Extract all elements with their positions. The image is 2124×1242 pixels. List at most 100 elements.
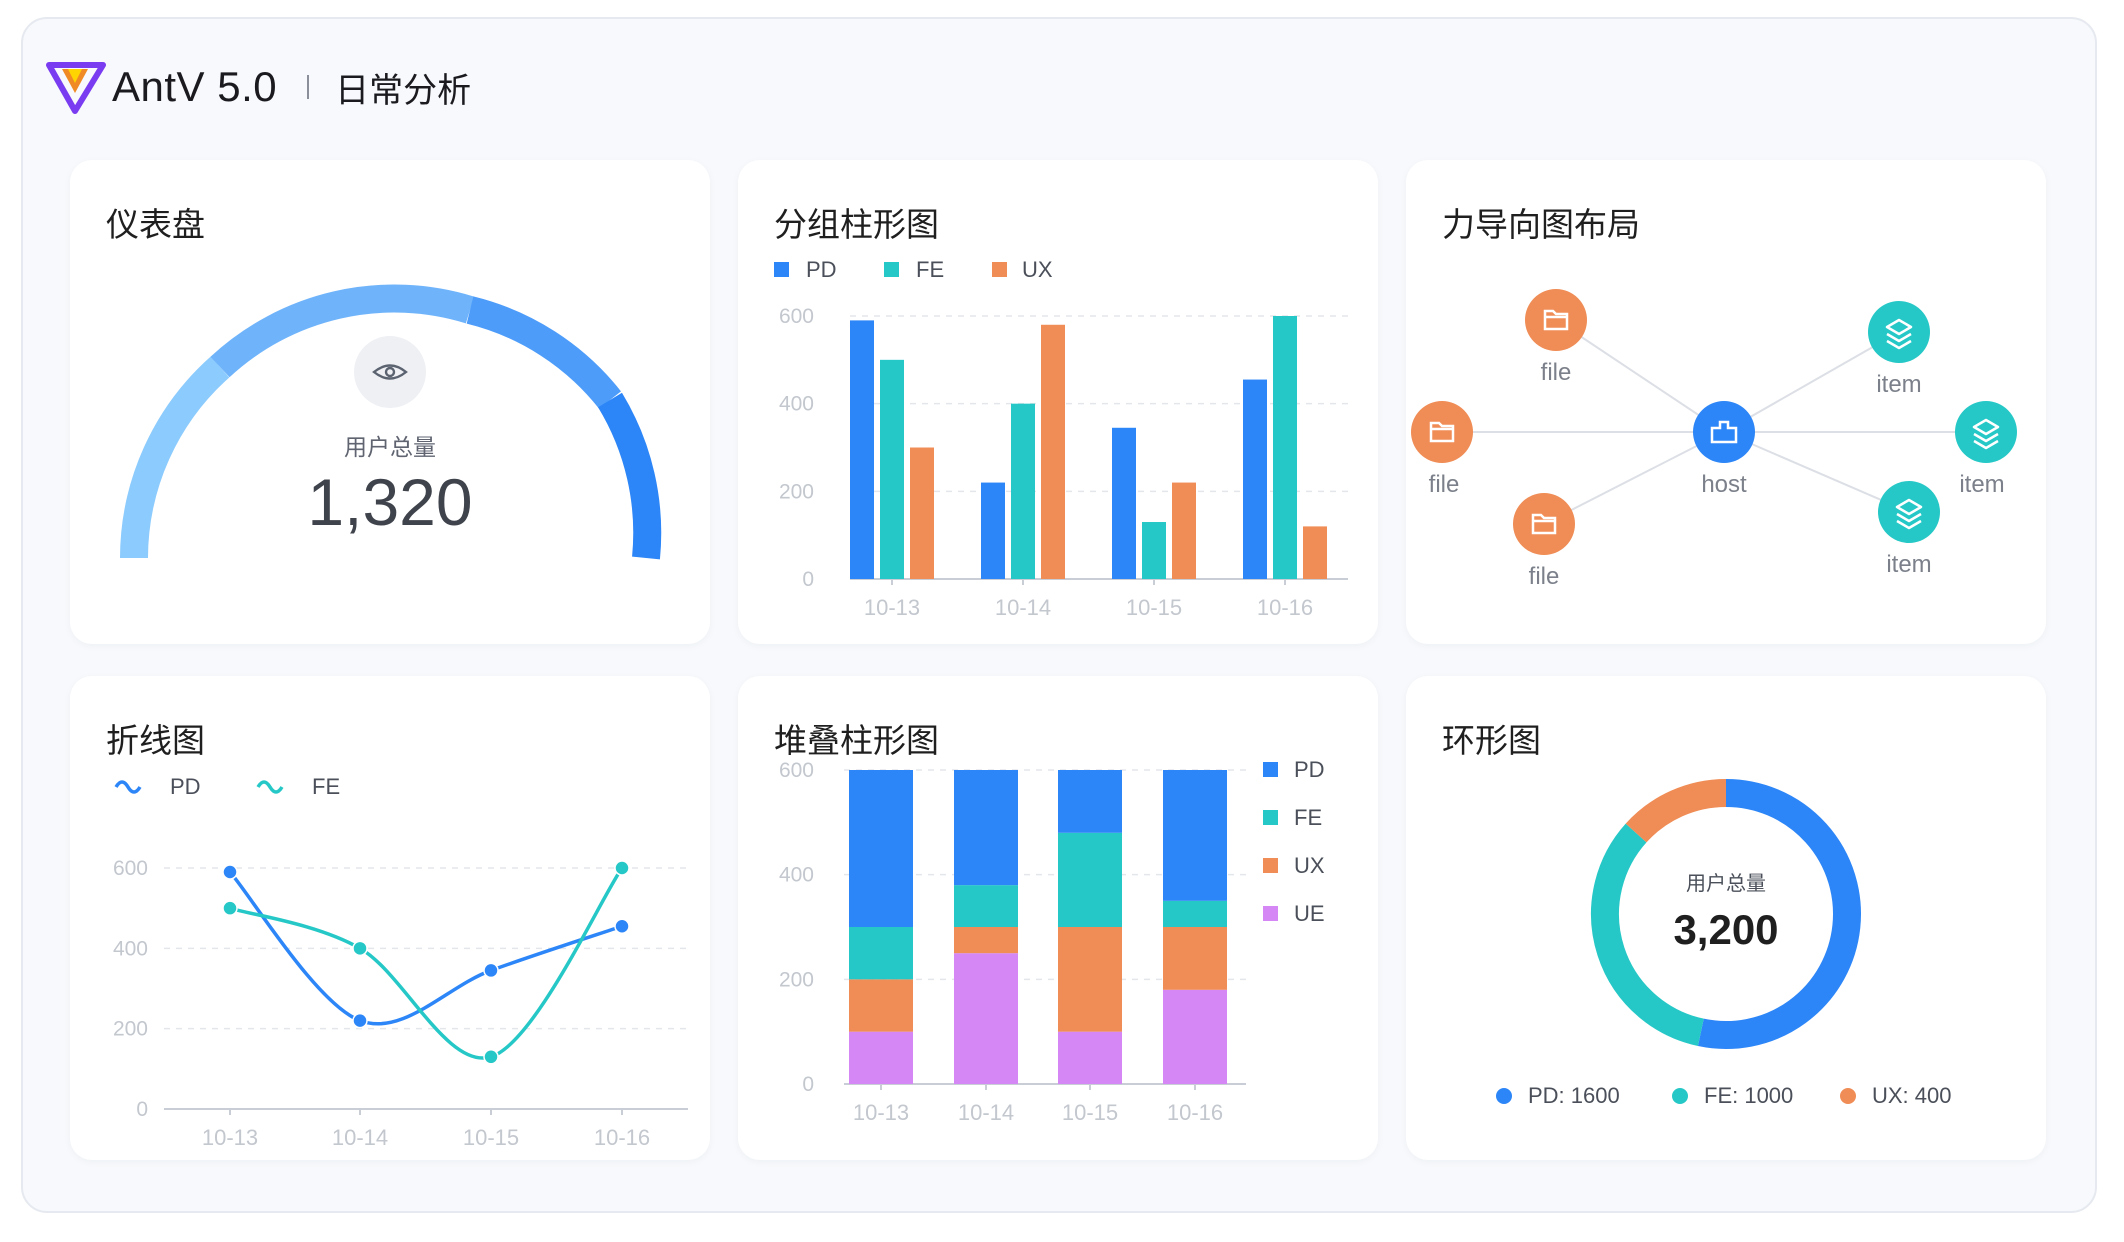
x-tick-label: 10-13	[864, 595, 920, 620]
stacked-segment-pd	[1058, 770, 1122, 833]
donut-center-value: 3,200	[1673, 906, 1778, 953]
data-point-fe	[483, 1049, 499, 1065]
legend-label-pd[interactable]: PD	[170, 774, 201, 799]
line-chart: PD FE 0 200 400 600 10-13 10-14 10-15 10-16	[113, 774, 688, 1150]
stacked-segment-ux	[1058, 927, 1122, 1032]
y-tick-label: 0	[802, 568, 814, 591]
stacked-segment-ue	[954, 953, 1018, 1084]
bar-ux	[1172, 482, 1196, 579]
series-line-fe	[229, 867, 624, 1060]
legend-label-ux[interactable]: UX: 400	[1872, 1083, 1952, 1108]
stacked-segment-ux	[954, 927, 1018, 954]
x-tick-label: 10-16	[1257, 595, 1313, 620]
x-tick-label: 10-13	[202, 1125, 258, 1150]
graph-node-file[interactable]: file	[1513, 493, 1575, 590]
data-point-fe	[222, 900, 238, 916]
header-divider	[307, 75, 310, 99]
graph-node-label: file	[1529, 563, 1560, 590]
stacked-bar-chart: PD FE UX UE 0 200 400 600 10-13 10-14 10-15 10-…	[779, 757, 1325, 1125]
legend-swatch-fe	[884, 262, 899, 277]
stacked-segment-pd	[1163, 770, 1227, 901]
gauge-arc-segment-3	[466, 296, 621, 409]
graph-node-host[interactable]: host	[1693, 401, 1755, 498]
x-tick-label: 10-13	[853, 1100, 909, 1125]
grouped-bar-card: 分组柱形图 PD FE UX 0 200 400 600 10-13 10-14 10-15…	[738, 160, 1378, 644]
y-tick-label: 400	[779, 393, 814, 416]
stacked-segment-ue	[849, 1031, 913, 1084]
graph-node-label: item	[1959, 471, 2004, 498]
stacked-segment-fe	[849, 927, 913, 980]
legend-dot-ux	[1840, 1088, 1856, 1104]
graph-node-item[interactable]: item	[1878, 481, 1940, 578]
graph-node-item[interactable]: item	[1955, 401, 2017, 498]
x-tick-label: 10-14	[958, 1100, 1014, 1125]
gauge-chart: 用户总量 1,320	[120, 284, 662, 560]
data-point-fe	[614, 860, 630, 876]
graph-edges	[1442, 319, 1986, 525]
grouped-bar-chart: PD FE UX 0 200 400 600 10-13 10-14 10-15 10-16	[774, 257, 1348, 620]
stacked-segment-fe	[1058, 832, 1122, 927]
force-graph-card: 力导向图布局 file file file host	[1406, 160, 2046, 644]
y-tick-label: 600	[113, 857, 148, 880]
legend-label-pd[interactable]: PD	[806, 257, 837, 282]
graph-node-file[interactable]: file	[1525, 289, 1587, 386]
legend-label-fe[interactable]: FE	[1294, 805, 1322, 830]
gauge-arc-segment-1	[120, 356, 230, 559]
x-tick-label: 10-15	[1126, 595, 1182, 620]
card-title: 折线图	[106, 722, 205, 759]
legend-label-pd[interactable]: PD	[1294, 757, 1325, 782]
x-tick-label: 10-15	[463, 1125, 519, 1150]
stacked-segment-fe	[1163, 900, 1227, 927]
stacked-segment-pd	[954, 770, 1018, 886]
donut-slice-pd	[1697, 779, 1861, 1049]
bar-ux	[1041, 324, 1065, 579]
graph-node-file[interactable]: file	[1411, 401, 1473, 498]
graph-node-label: file	[1541, 359, 1572, 386]
y-tick-label: 200	[779, 480, 814, 503]
gauge-arc-segment-2	[210, 284, 475, 378]
brand-name: AntV 5.0	[112, 63, 278, 110]
y-tick-label: 400	[779, 864, 814, 887]
legend-label-fe[interactable]: FE: 1000	[1704, 1083, 1793, 1108]
legend-label-ue[interactable]: UE	[1294, 901, 1325, 926]
graph-node-label: item	[1876, 371, 1921, 398]
eye-icon-bg	[354, 336, 426, 408]
legend-label-ux[interactable]: UX	[1294, 853, 1325, 878]
gauge-value: 1,320	[307, 465, 472, 539]
donut-chart: 用户总量 3,200 PD: 1600 FE: 1000 UX: 400	[1496, 779, 1952, 1108]
bar-pd	[850, 320, 874, 579]
legend-swatch-ux	[1263, 858, 1278, 873]
legend-swatch-fe	[256, 780, 284, 794]
stacked-segment-ue	[1058, 1031, 1122, 1084]
data-point-pd	[614, 918, 630, 934]
app-header: AntV 5.0 日常分析	[46, 52, 471, 122]
stacked-segment-ue	[1163, 989, 1227, 1084]
legend-dot-fe	[1672, 1088, 1688, 1104]
graph-node-label: item	[1886, 551, 1931, 578]
y-tick-label: 600	[779, 759, 814, 782]
y-tick-label: 200	[779, 968, 814, 991]
x-tick-label: 10-16	[1167, 1100, 1223, 1125]
bar-fe	[1273, 316, 1297, 579]
legend-swatch-pd	[774, 262, 789, 277]
bar-ux	[1303, 526, 1327, 579]
x-tick-label: 10-15	[1062, 1100, 1118, 1125]
legend: PD FE UX	[774, 257, 1053, 282]
legend: PD: 1600 FE: 1000 UX: 400	[1496, 1083, 1952, 1108]
x-tick-label: 10-14	[332, 1125, 388, 1150]
legend-label-ux[interactable]: UX	[1022, 257, 1053, 282]
legend-swatch-fe	[1263, 810, 1278, 825]
line-chart-card: 折线图 PD FE 0 200 400 600 10-13 10-14 10-15 10-16	[70, 676, 710, 1160]
donut-center-label: 用户总量	[1686, 872, 1766, 895]
page-title: 日常分析	[335, 71, 472, 110]
legend: PD FE UX UE	[1263, 757, 1325, 926]
legend-label-fe[interactable]: FE	[916, 257, 944, 282]
legend-label-pd[interactable]: PD: 1600	[1528, 1083, 1620, 1108]
y-tick-label: 400	[113, 937, 148, 960]
y-tick-label: 600	[779, 305, 814, 328]
graph-node-item[interactable]: item	[1868, 301, 1930, 398]
legend-dot-pd	[1496, 1088, 1512, 1104]
legend-label-fe[interactable]: FE	[312, 774, 340, 799]
data-point-pd	[222, 864, 238, 880]
y-tick-label: 200	[113, 1018, 148, 1041]
